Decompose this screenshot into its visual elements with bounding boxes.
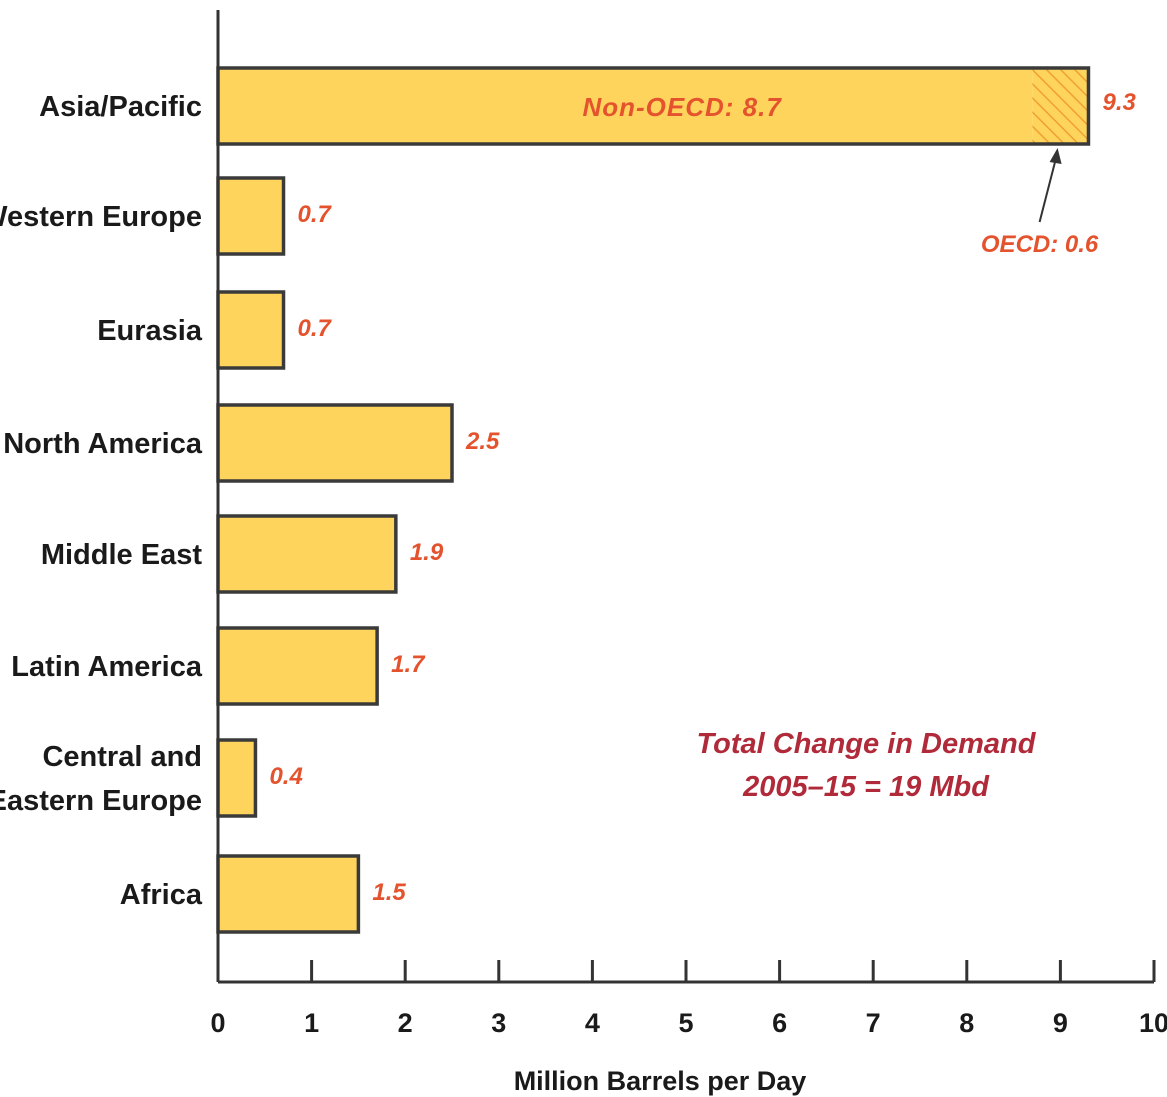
bar-segment-oecd: [1032, 68, 1089, 144]
x-axis-title: Million Barrels per Day: [514, 1066, 807, 1096]
value-label: 1.5: [372, 879, 406, 906]
bar: [216, 290, 286, 370]
category-label: Africa: [120, 879, 203, 911]
segment-label: OECD: 0.6: [981, 231, 1099, 258]
category-label: Eastern Europe: [0, 785, 202, 817]
category-label: Eurasia: [97, 315, 203, 347]
x-tick-label: 9: [1053, 1008, 1068, 1038]
bar: [216, 403, 454, 483]
category-label: North America: [3, 428, 203, 460]
category-label: Middle East: [41, 539, 202, 571]
x-tick-label: 2: [398, 1008, 413, 1038]
total-annotation: Total Change in Demand: [697, 728, 1037, 760]
value-label: 2.5: [465, 428, 500, 455]
value-label: 0.4: [269, 763, 302, 790]
x-tick-label: 6: [772, 1008, 787, 1038]
oecd-arrow-line: [1038, 151, 1059, 223]
value-label: 1.9: [410, 539, 444, 566]
value-label: 0.7: [298, 315, 333, 342]
value-label: 9.3: [1102, 89, 1136, 116]
x-tick-label: 10: [1139, 1008, 1167, 1038]
bar: [216, 854, 361, 934]
x-tick-label: 1: [304, 1008, 319, 1038]
bar: [216, 514, 398, 594]
value-label: 1.7: [391, 651, 426, 678]
value-label: 0.7: [298, 201, 333, 228]
x-tick-label: 4: [585, 1008, 600, 1038]
category-label: Western Europe: [0, 201, 202, 233]
x-tick-label: 0: [210, 1008, 225, 1038]
segment-label: Non-OECD: 8.7: [582, 92, 782, 122]
bar-segment-non-oecd: [218, 68, 1033, 144]
x-tick-label: 3: [491, 1008, 506, 1038]
x-tick-label: 5: [678, 1008, 693, 1038]
oecd-arrow-head: [1049, 148, 1062, 164]
x-tick-label: 7: [866, 1008, 881, 1038]
bar: [216, 176, 286, 256]
category-label: Asia/Pacific: [39, 91, 202, 123]
category-label: Central and: [42, 741, 202, 773]
bar: [216, 626, 379, 706]
x-tick-label: 8: [959, 1008, 974, 1038]
category-label: Latin America: [11, 651, 203, 683]
bar: [216, 738, 258, 818]
total-annotation: 2005–15 = 19 Mbd: [742, 771, 990, 803]
